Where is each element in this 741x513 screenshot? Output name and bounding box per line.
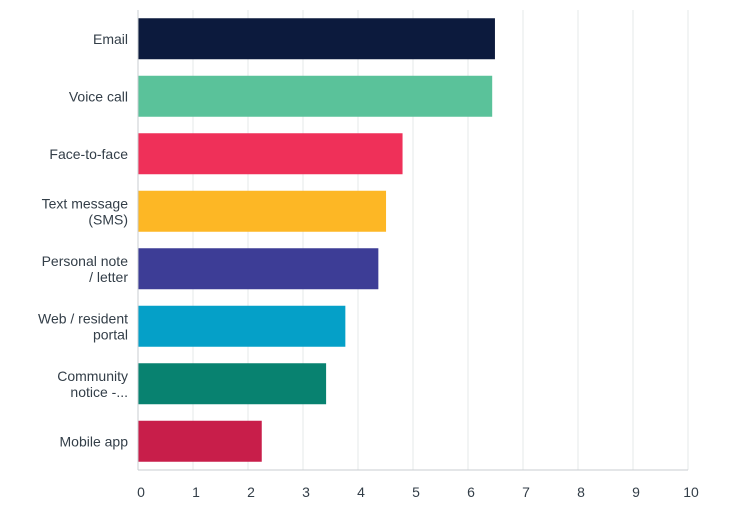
x-tick-label: 6 (467, 484, 475, 500)
x-tick-label: 2 (247, 484, 255, 500)
category-label: Personal note / letter (42, 253, 129, 285)
category-label-line: Text message (42, 195, 129, 211)
x-tick-label: 4 (357, 484, 365, 500)
category-labels: Email Voice call Face-to-face Text message(… (38, 31, 128, 450)
bar (138, 305, 346, 347)
category-label-line: Email (93, 31, 128, 47)
category-label-line: Personal note (42, 253, 129, 269)
category-label: Voice call (69, 88, 128, 104)
x-tick-labels: 0 1 2 3 4 5 6 7 8 9 10 (137, 484, 699, 500)
category-label: Web / resident portal (38, 310, 128, 342)
x-tick-label: 7 (522, 484, 530, 500)
category-label: Mobile app (60, 433, 129, 449)
x-tick-label: 0 (137, 484, 145, 500)
x-tick-label: 10 (683, 484, 699, 500)
x-tick-label: 1 (192, 484, 200, 500)
category-label-line: Face-to-face (49, 146, 128, 162)
category-label-line: Voice call (69, 88, 128, 104)
category-label-line: Web / resident (38, 310, 128, 326)
category-label: Text message (SMS) (42, 195, 129, 227)
category-label-line: (SMS) (88, 211, 128, 227)
bar (138, 18, 495, 60)
bar (138, 190, 387, 232)
x-tick-label: 3 (302, 484, 310, 500)
bars (138, 18, 495, 462)
category-label: Email (93, 31, 128, 47)
category-label-line: notice -... (70, 384, 128, 400)
category-label-line: Community (57, 368, 128, 384)
category-label-line: / letter (89, 269, 128, 285)
category-label-line: portal (93, 326, 128, 342)
bar (138, 248, 379, 290)
x-tick-label: 8 (577, 484, 585, 500)
axes (137, 10, 688, 471)
category-label-line: Mobile app (60, 433, 129, 449)
bar (138, 75, 493, 117)
bar (138, 133, 403, 175)
bar (138, 363, 327, 405)
bar (138, 420, 262, 462)
category-label: Face-to-face (49, 146, 128, 162)
x-tick-label: 5 (412, 484, 420, 500)
category-label: Community notice -... (57, 368, 128, 400)
x-tick-label: 9 (632, 484, 640, 500)
